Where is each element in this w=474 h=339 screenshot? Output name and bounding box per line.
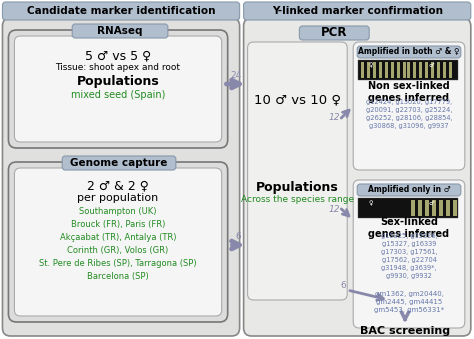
Bar [425,62,428,78]
Text: RNAseq: RNAseq [97,26,143,36]
Bar [397,62,400,78]
Bar [403,62,406,78]
Text: g12424, g13020, g17779,
g20091, g22703, g25224,
g26252, g28106, g28854,
g30868, : g12424, g13020, g17779, g20091, g22703, … [366,99,452,129]
Bar [453,200,457,216]
Text: g15325, g15326,
g15327, g16339
g17303, g17561,
g17562, g22704
g31948, g3639*,
g9: g15325, g15326, g15327, g16339 g17303, g… [381,233,438,279]
Bar [431,62,434,78]
FancyBboxPatch shape [300,26,369,40]
Bar [411,200,415,216]
FancyBboxPatch shape [9,162,228,322]
Text: St. Pere de Ribes (SP), Tarragona (SP): St. Pere de Ribes (SP), Tarragona (SP) [39,259,197,268]
Bar [446,200,450,216]
Text: Y-linked marker confirmation: Y-linked marker confirmation [272,6,443,16]
Text: 10 ♂ vs 10 ♀: 10 ♂ vs 10 ♀ [254,94,341,106]
Text: Tissue: shoot apex and root: Tissue: shoot apex and root [55,63,181,73]
Bar [432,200,436,216]
Text: gm1362, gm20440,
gm2445, gm44415
gm5453, gm56331*: gm1362, gm20440, gm2445, gm44415 gm5453,… [374,291,444,313]
Bar [367,62,370,78]
FancyBboxPatch shape [357,184,461,196]
Bar [437,62,440,78]
Text: Genome capture: Genome capture [70,158,168,168]
Bar [361,62,364,78]
FancyBboxPatch shape [9,30,228,148]
Bar [439,200,443,216]
FancyBboxPatch shape [357,46,461,58]
Text: ♂: ♂ [428,63,434,68]
Text: ♀: ♀ [369,63,374,68]
Text: 6: 6 [236,232,241,241]
Text: Southampton (UK): Southampton (UK) [79,207,157,217]
Bar [413,62,416,78]
Bar [358,60,458,80]
Text: Amplified only in ♂: Amplified only in ♂ [368,185,450,195]
Text: 12: 12 [328,205,340,215]
Text: Across the species range: Across the species range [241,196,354,204]
Text: 24: 24 [230,71,241,80]
Bar [373,62,376,78]
Text: Populations: Populations [77,76,159,88]
Text: Akçaabat (TR), Antalya (TR): Akçaabat (TR), Antalya (TR) [60,234,176,242]
Text: Barcelona (SP): Barcelona (SP) [87,273,149,281]
Text: Non sex-linked
genes inferred: Non sex-linked genes inferred [368,81,450,103]
Bar [358,198,458,218]
Text: PCR: PCR [321,26,347,40]
Bar [443,62,446,78]
Text: per population: per population [77,193,159,203]
Text: Corinth (GR), Volos (GR): Corinth (GR), Volos (GR) [67,246,169,256]
Text: 12: 12 [328,114,340,122]
Text: Sex-linked
genes inferred: Sex-linked genes inferred [368,217,449,239]
Text: Brouck (FR), Paris (FR): Brouck (FR), Paris (FR) [71,220,165,230]
Text: ♂: ♂ [428,201,434,206]
Bar [425,200,429,216]
FancyBboxPatch shape [244,2,471,20]
Bar [418,200,422,216]
FancyBboxPatch shape [14,36,222,142]
Text: BAC screening: BAC screening [360,326,450,336]
Text: Candidate marker identification: Candidate marker identification [27,6,215,16]
FancyBboxPatch shape [72,24,168,38]
Text: ♀: ♀ [369,201,374,206]
Bar [419,62,422,78]
FancyBboxPatch shape [247,42,347,300]
FancyBboxPatch shape [2,18,240,336]
Bar [407,62,410,78]
Bar [449,62,452,78]
Bar [391,62,394,78]
Bar [379,62,382,78]
FancyBboxPatch shape [353,42,465,170]
FancyBboxPatch shape [353,180,465,328]
FancyBboxPatch shape [14,168,222,316]
Text: mixed seed (Spain): mixed seed (Spain) [71,90,165,100]
Bar [385,62,388,78]
Text: 5 ♂ vs 5 ♀: 5 ♂ vs 5 ♀ [85,49,151,62]
FancyBboxPatch shape [2,2,240,20]
Text: 6: 6 [340,280,346,290]
Text: 2 ♂ & 2 ♀: 2 ♂ & 2 ♀ [87,179,149,193]
Text: Amplified in both ♂ & ♀: Amplified in both ♂ & ♀ [358,47,460,57]
Text: Populations: Populations [256,181,339,195]
FancyBboxPatch shape [244,18,471,336]
FancyBboxPatch shape [62,156,176,170]
